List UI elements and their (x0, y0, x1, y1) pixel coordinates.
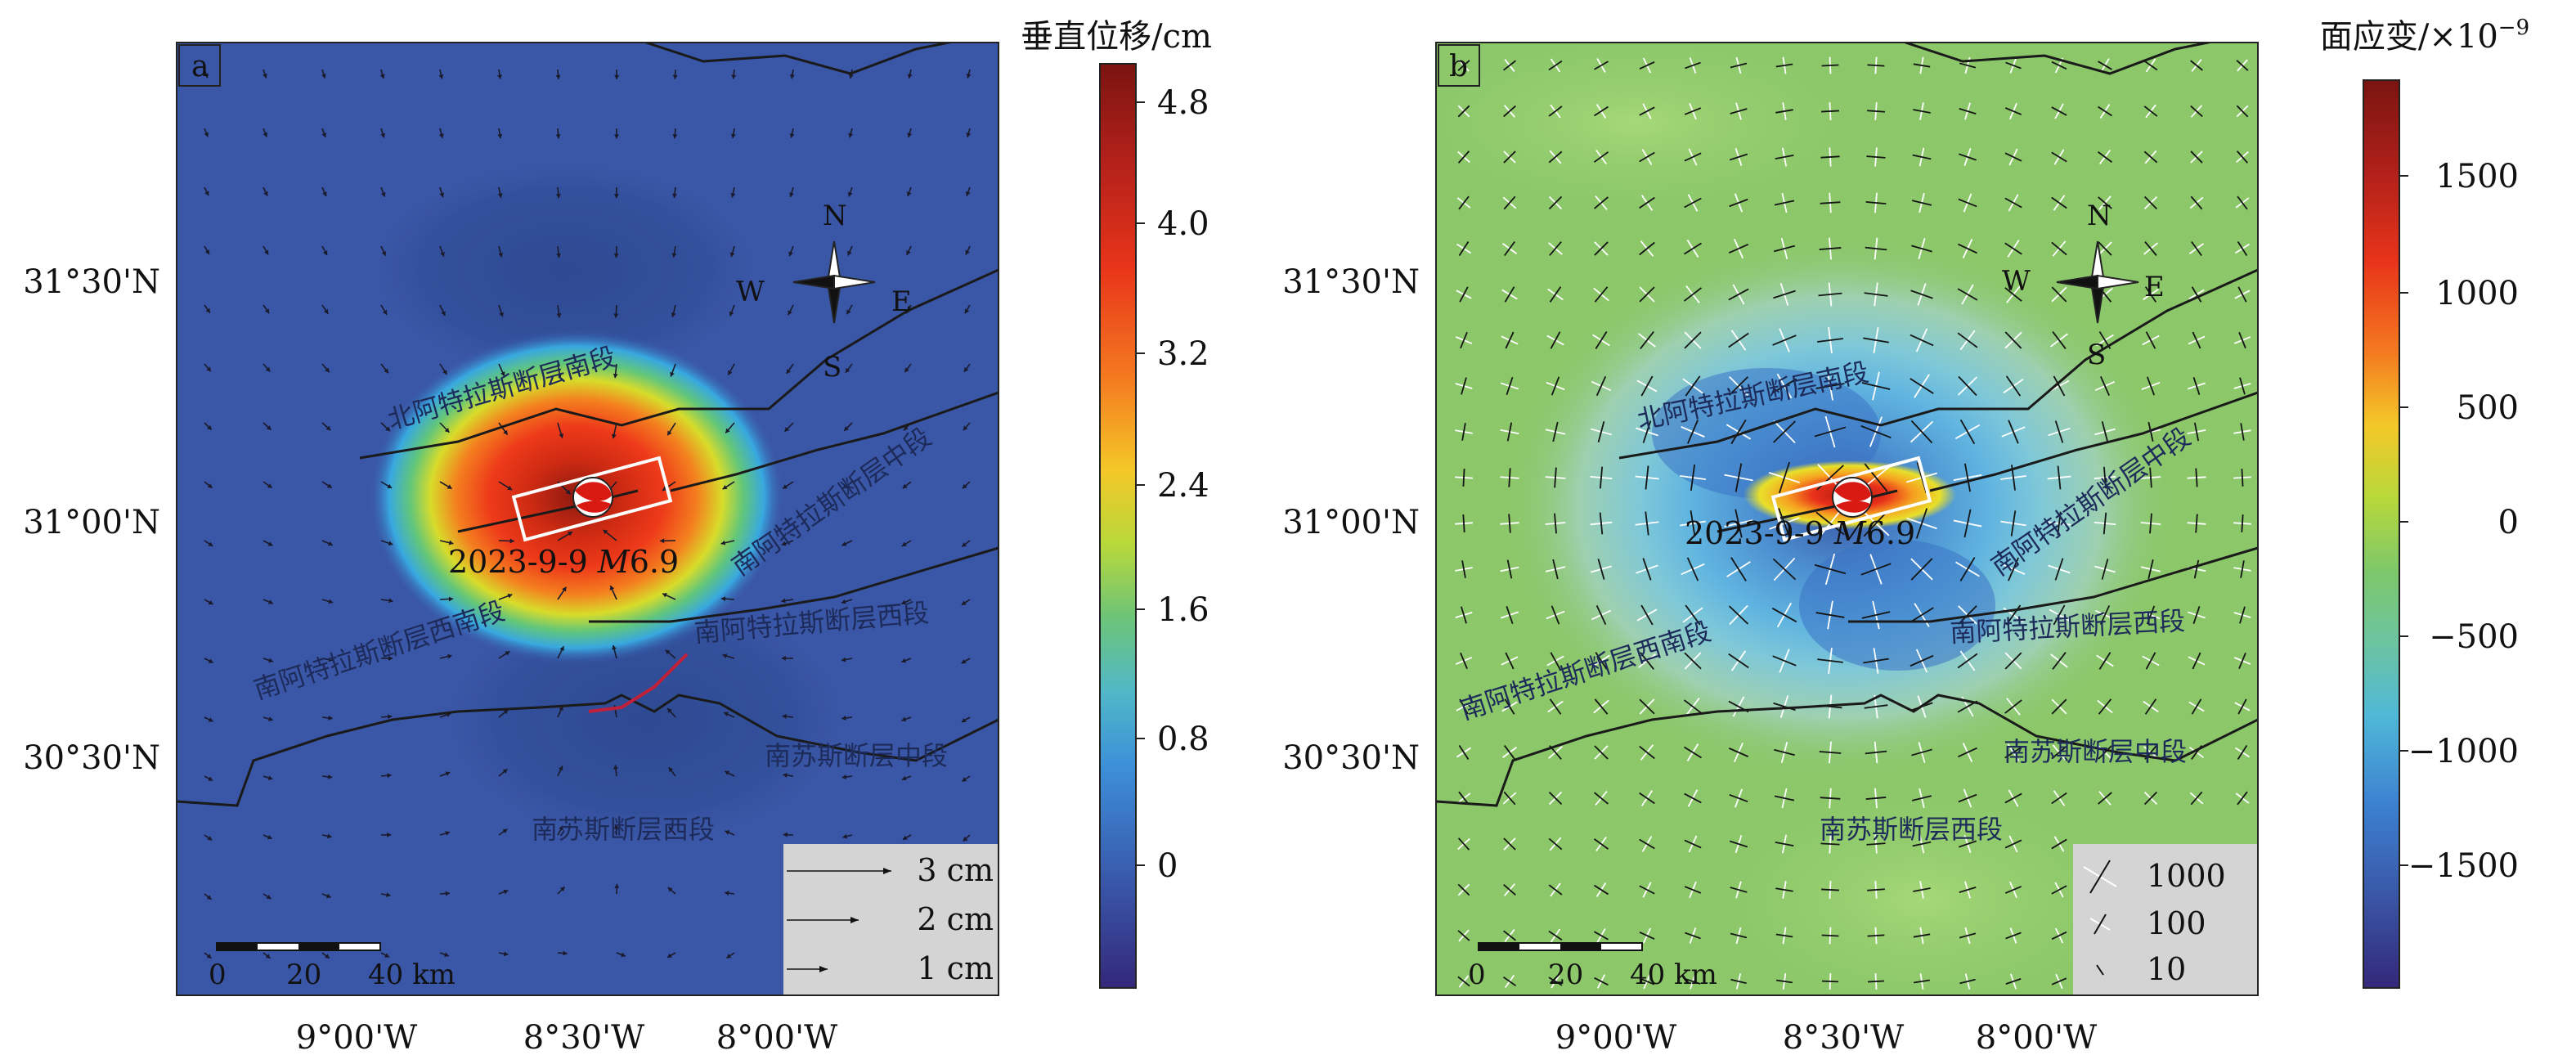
fault-label: 南苏斯断层中段 (2004, 736, 2187, 767)
svg-text:40 km: 40 km (1630, 958, 1717, 991)
compass-s: S (823, 351, 841, 384)
svg-text:2.4: 2.4 (1157, 467, 1209, 505)
fault-label: 南苏斯断层中段 (765, 740, 948, 771)
svg-text:100: 100 (2147, 905, 2206, 941)
lon-labels-a: 9°00'W 8°30'W 8°00'W (296, 1019, 837, 1057)
svg-text:0: 0 (2498, 504, 2519, 541)
lat-labels-a: 31°30'N 31°00'N 30°30'N (23, 263, 160, 777)
svg-text:20: 20 (286, 958, 321, 991)
svg-text:2 cm: 2 cm (917, 901, 994, 937)
svg-text:4.0: 4.0 (1157, 205, 1209, 243)
svg-text:3 cm: 3 cm (917, 852, 994, 888)
map-b: 2023-9-9 M6.9 北阿特拉斯断层南段 南阿特拉斯断层中段 南阿特拉斯断… (1390, 25, 2258, 1022)
svg-text:1 cm: 1 cm (917, 950, 994, 986)
event-label: 2023-9-9 M6.9 (448, 544, 679, 580)
svg-text:−500: −500 (2429, 618, 2519, 656)
colorbar-b: 面应变/×10−9 1500 1000 500 0 −500 −1000 −15… (2320, 16, 2529, 988)
svg-text:31°30'N: 31°30'N (1282, 263, 1420, 301)
colorbar-title: 垂直位移/cm (1021, 18, 1212, 56)
colorbar-a: 垂直位移/cm 4.8 4.0 3.2 2.4 1.6 0.8 0 (1021, 18, 1212, 988)
svg-text:3.2: 3.2 (1157, 335, 1209, 373)
panel-a: 2023-9-9 M6.9 北阿特拉斯断层南段 南阿特拉斯断层中段 南阿特拉斯断… (23, 18, 1212, 1057)
svg-text:30°30'N: 30°30'N (1282, 739, 1420, 777)
colorbar-title: 面应变/×10−9 (2320, 16, 2529, 56)
svg-text:40 km: 40 km (368, 958, 456, 991)
lon-labels-b: 9°00'W 8°30'W 8°00'W (1555, 1019, 2097, 1057)
compass-e: E (891, 285, 912, 318)
svg-text:500: 500 (2457, 389, 2519, 427)
strain-legend: 1000 100 10 (2073, 844, 2258, 995)
compass-s: S (2087, 339, 2106, 371)
lat-labels-b: 31°30'N 31°00'N 30°30'N (1282, 263, 1420, 777)
svg-text:0: 0 (1468, 958, 1486, 991)
svg-text:31°30'N: 31°30'N (23, 263, 160, 301)
compass-n: N (823, 200, 847, 232)
svg-text:−1000: −1000 (2408, 733, 2519, 770)
panel-b: 2023-9-9 M6.9 北阿特拉斯断层南段 南阿特拉斯断层中段 南阿特拉斯断… (1282, 16, 2529, 1057)
svg-text:20: 20 (1548, 958, 1583, 991)
fault-label: 南苏斯断层西段 (1820, 814, 2003, 845)
panel-letter: a (191, 50, 209, 83)
arrow-legend: 3 cm 2 cm 1 cm (783, 844, 999, 995)
svg-text:8°00'W: 8°00'W (1976, 1019, 2097, 1057)
svg-text:1500: 1500 (2435, 158, 2519, 195)
compass-w: W (736, 276, 765, 308)
svg-text:1000: 1000 (2147, 858, 2226, 894)
compass-w: W (2002, 265, 2031, 298)
svg-text:31°00'N: 31°00'N (23, 504, 160, 541)
svg-text:9°00'W: 9°00'W (1555, 1019, 1676, 1057)
svg-text:−1500: −1500 (2408, 847, 2519, 885)
svg-text:0: 0 (209, 958, 227, 991)
panel-letter: b (1449, 50, 1468, 83)
beachball-icon (1833, 478, 1872, 517)
compass-n: N (2087, 200, 2112, 232)
svg-text:8°00'W: 8°00'W (716, 1019, 837, 1057)
compass-e: E (2144, 271, 2165, 303)
svg-text:9°00'W: 9°00'W (296, 1019, 417, 1057)
beachball-icon (573, 478, 613, 517)
svg-text:1.6: 1.6 (1157, 591, 1209, 629)
svg-text:0.8: 0.8 (1157, 721, 1209, 758)
svg-text:30°30'N: 30°30'N (23, 739, 160, 777)
svg-text:1000: 1000 (2435, 275, 2519, 312)
svg-text:4.8: 4.8 (1157, 84, 1209, 122)
svg-text:8°30'W: 8°30'W (523, 1019, 644, 1057)
fault-label: 南苏斯断层西段 (532, 814, 715, 845)
svg-text:0: 0 (1157, 847, 1178, 885)
svg-text:10: 10 (2147, 951, 2186, 987)
svg-text:31°00'N: 31°00'N (1282, 504, 1420, 541)
map-a: 2023-9-9 M6.9 北阿特拉斯断层南段 南阿特拉斯断层中段 南阿特拉斯断… (177, 33, 999, 995)
event-label: 2023-9-9 M6.9 (1685, 515, 1915, 551)
svg-text:8°30'W: 8°30'W (1783, 1019, 1904, 1057)
